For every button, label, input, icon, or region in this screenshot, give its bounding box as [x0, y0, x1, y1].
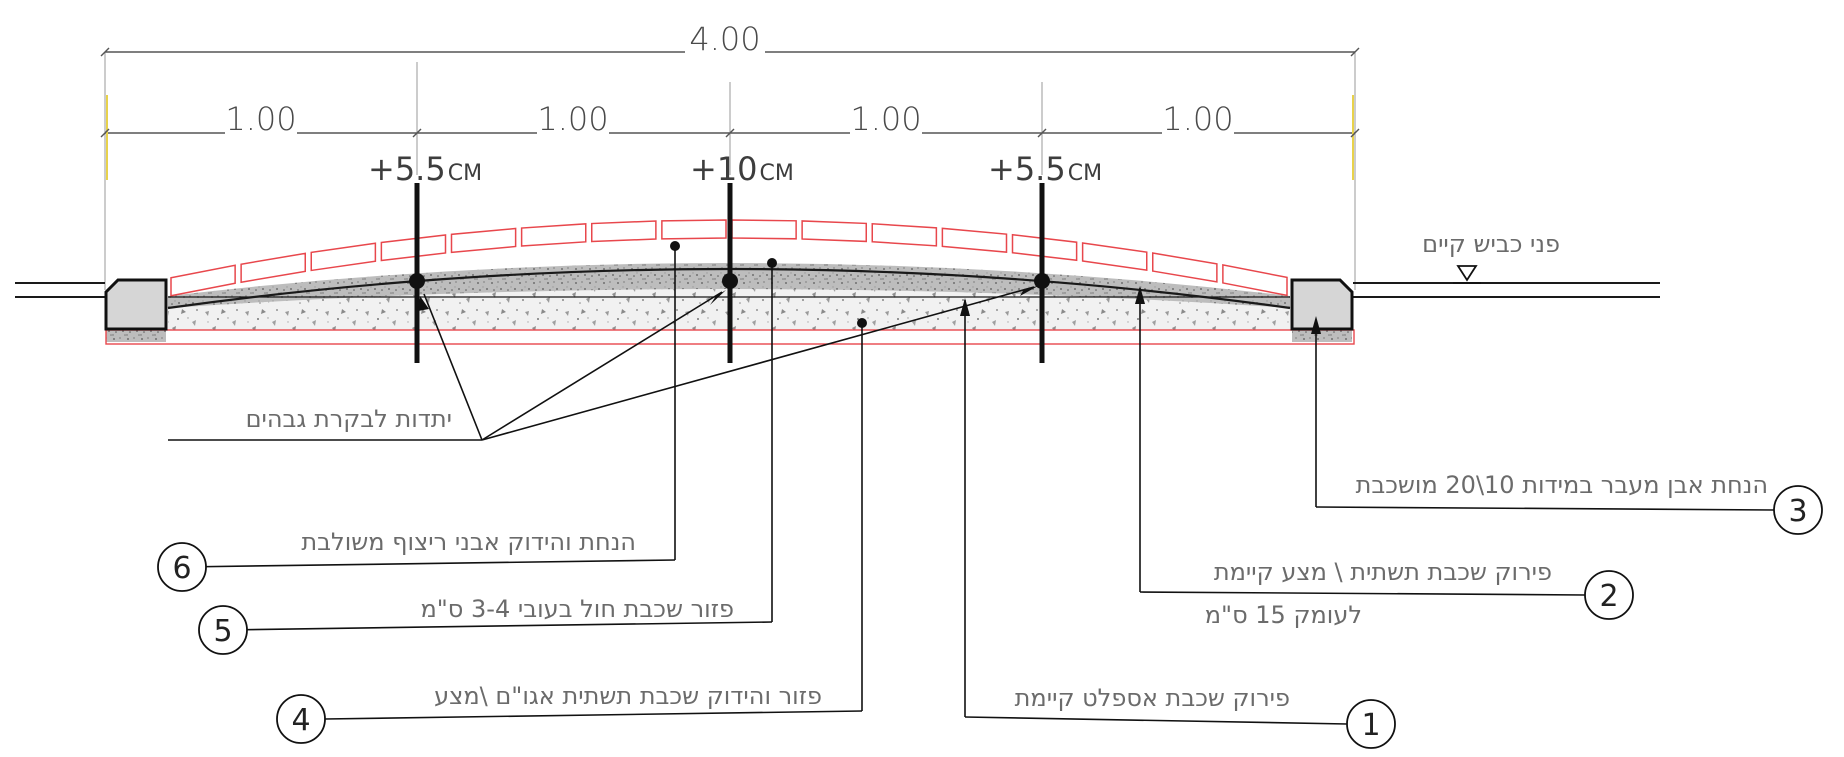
leader-dot	[767, 258, 777, 268]
paving-stone	[941, 227, 1008, 253]
stakes-label: יתדות לבקרת גבהים	[246, 405, 452, 433]
paving-stone	[591, 220, 657, 243]
paving-stone	[170, 264, 236, 297]
callout-number-4: 4	[291, 703, 310, 738]
right-curb	[1290, 278, 1354, 331]
paving-stone	[520, 223, 587, 247]
paving-stone	[450, 227, 517, 254]
existing-road-label: פני כביש קיים	[1422, 230, 1560, 258]
callout-text-2: פירוק שכבת תשתית \ מצע קיימת	[1214, 558, 1552, 586]
sand-under-curb-left	[106, 330, 166, 342]
paving-stone	[1081, 242, 1148, 271]
arrow-head	[1020, 286, 1038, 296]
paving-stone	[380, 234, 447, 262]
arrow-head	[1311, 316, 1321, 334]
arrow-head	[960, 298, 970, 316]
stake-point	[409, 273, 425, 289]
callout-text-6: הנחת והידוק אבני ריצוף משולבת	[301, 528, 636, 556]
paving-stone	[731, 219, 797, 240]
overall-dimension: 4.00	[689, 20, 760, 58]
segment-dimension: 1.00	[537, 100, 608, 138]
stakes-leader	[168, 286, 1035, 441]
level-label-right: +5.5CM	[988, 150, 1102, 188]
paving-stone	[661, 219, 727, 240]
level-label-center: +10CM	[690, 150, 794, 188]
leader-dot	[857, 318, 867, 328]
callout-number-3: 3	[1788, 494, 1807, 529]
paving-stone	[871, 222, 938, 247]
existing-road-lines	[15, 282, 1660, 298]
segment-dimension: 1.00	[850, 100, 921, 138]
callout-text-2-depth: לעומק 15 ס"מ	[1205, 601, 1362, 629]
callout-text-5: פזור שכבת חול בעובי 3-4 ס"מ	[420, 595, 734, 623]
paving-stone	[801, 220, 867, 243]
paving-stones	[170, 219, 1288, 297]
paving-stone	[1152, 252, 1218, 283]
segment-dimension: 1.00	[225, 100, 296, 138]
callout-number-2: 2	[1599, 579, 1618, 614]
leader-dot	[670, 241, 680, 251]
callout-text-1: פירוק שכבת אספלט קיימת	[1015, 684, 1290, 712]
callout-text-4: פזור והידוק שכבת תשתית אגו"ם \מצע	[434, 682, 822, 710]
level-triangle-icon	[1456, 265, 1478, 282]
stake-point	[722, 273, 738, 289]
sand-under-curb-right	[1292, 330, 1352, 342]
segment-dimension: 1.00	[1162, 100, 1233, 138]
callout-text-3: הנחת אבן מעבר במידות 10\20 מושכבת	[1356, 471, 1768, 499]
paving-stone	[1011, 233, 1078, 262]
callout-number-5: 5	[213, 614, 232, 649]
arrow-head	[1135, 286, 1145, 304]
callout-bubbles	[157, 485, 1823, 749]
paving-stone	[310, 242, 377, 272]
paving-stone	[1222, 264, 1288, 297]
callout-leaders	[181, 246, 1775, 725]
arrow-head	[418, 296, 429, 311]
callout-number-1: 1	[1361, 708, 1380, 743]
callout-number-6: 6	[172, 551, 191, 586]
stake-point	[1034, 273, 1050, 289]
paving-stone	[240, 252, 306, 284]
arrow-head	[710, 290, 726, 305]
left-curb	[104, 278, 168, 331]
level-label-left: +5.5CM	[368, 150, 482, 188]
